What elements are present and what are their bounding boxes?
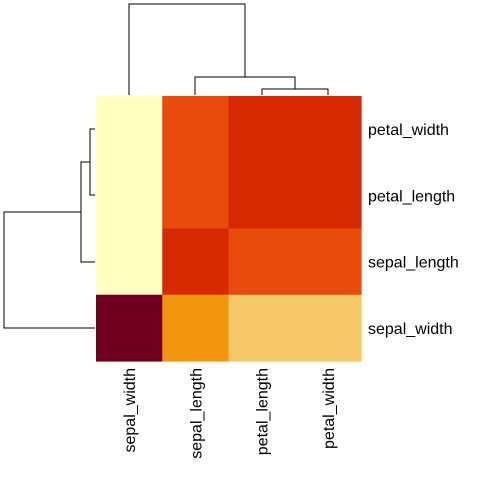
col-dendro-link-root	[129, 4, 245, 95]
row-label-sepal_length: sepal_length	[368, 255, 459, 272]
column-label-petal_width: petal_width	[321, 368, 338, 449]
heatmap-cell-petal_length-sepal_length	[162, 162, 229, 229]
row-dendro-link-length-group	[81, 162, 95, 262]
heatmap-cell-petal_length-sepal_width	[96, 162, 163, 229]
row-label-petal_width: petal_width	[368, 122, 449, 139]
heatmap-cell-sepal_length-sepal_length	[162, 229, 229, 296]
heatmap-cell-petal_width-petal_width	[295, 96, 362, 163]
column-label-sepal_length: sepal_length	[188, 368, 205, 459]
heatmap-cell-sepal_length-petal_length	[229, 229, 296, 296]
column-label-sepal_width: sepal_width	[122, 368, 139, 453]
heatmap-cells	[96, 96, 362, 362]
heatmap-cell-petal_width-sepal_width	[96, 96, 163, 163]
heatmap-cell-sepal_width-sepal_width	[96, 295, 163, 362]
heatmap-cell-sepal_width-petal_width	[295, 295, 362, 362]
heatmap-cell-petal_length-petal_width	[295, 162, 362, 229]
row-labels: petal_width petal_length sepal_lengthsepal…	[368, 122, 459, 338]
heatmap-cell-sepal_width-petal_length	[229, 295, 296, 362]
row-label-sepal_width: sepal_width	[368, 321, 453, 338]
col-dendro-link-length-group	[195, 77, 295, 95]
column-dendrogram	[129, 4, 328, 95]
heatmap-cell-petal_length-petal_length	[229, 162, 296, 229]
row-dendro-link-petal-pair	[90, 129, 95, 195]
heatmap-cell-petal_width-petal_length	[229, 96, 296, 163]
col-dendro-link-petal-pair	[262, 89, 328, 95]
row-label-petal_length: petal_length	[368, 188, 455, 205]
heatmap-cell-petal_width-sepal_length	[162, 96, 229, 163]
heatmap-cell-sepal_length-petal_width	[295, 229, 362, 296]
column-labels: sepal_width sepal_length petal_length petal…	[122, 368, 338, 459]
column-label-petal_length: petal_length	[255, 368, 272, 455]
heatmap-cell-sepal_width-sepal_length	[162, 295, 229, 362]
row-dendrogram	[4, 129, 95, 328]
heatmap-cell-sepal_length-sepal_width	[96, 229, 163, 296]
